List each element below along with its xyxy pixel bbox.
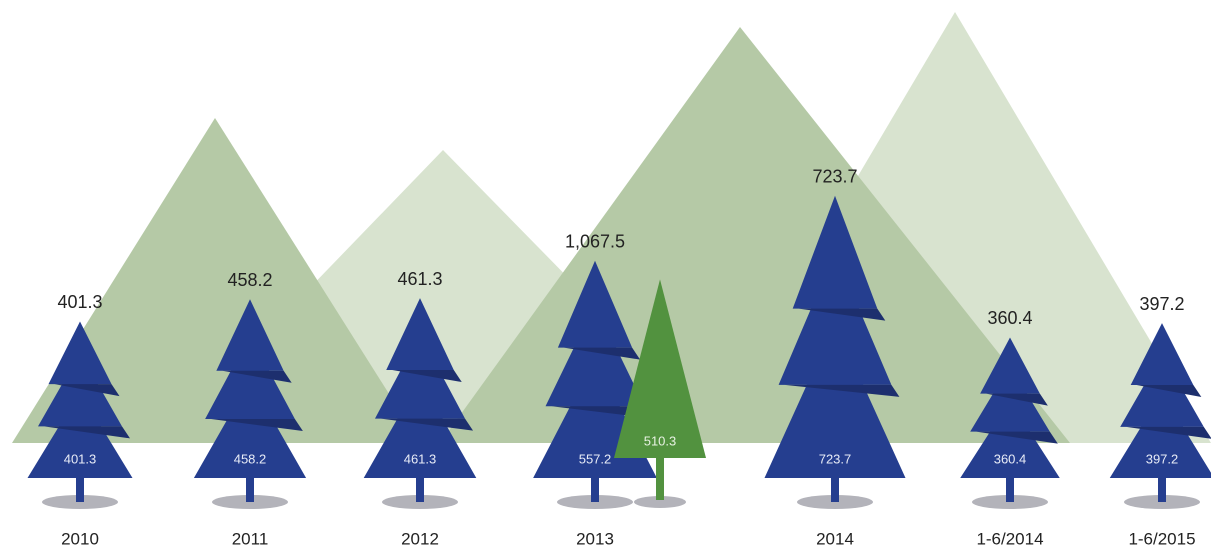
tree-trunk — [831, 476, 839, 502]
tree-shade — [392, 370, 462, 383]
tree-shade — [44, 426, 130, 439]
tree-trunk — [656, 456, 664, 500]
tree — [27, 321, 133, 478]
total-label: 1,067.5 — [565, 231, 625, 251]
tree-trunk — [1158, 476, 1166, 502]
x-tick-label: 1-6/2014 — [976, 529, 1043, 548]
tree-shade — [563, 347, 641, 360]
tree-shade — [798, 308, 886, 321]
tree — [193, 299, 307, 478]
value-label: 360.4 — [994, 451, 1027, 466]
tree-shade — [54, 384, 120, 397]
value-label: 723.7 — [819, 451, 852, 466]
tree-trunk — [591, 476, 599, 502]
x-tick-label: 2011 — [232, 529, 269, 548]
total-label: 461.3 — [397, 269, 442, 289]
tree-shadow — [634, 496, 686, 508]
tree — [960, 337, 1060, 478]
tree — [363, 298, 477, 478]
tree — [614, 279, 706, 458]
value-label: 401.3 — [64, 451, 97, 466]
total-label: 401.3 — [57, 292, 102, 312]
value-label: 458.2 — [234, 451, 267, 466]
x-tick-label: 2010 — [61, 529, 99, 548]
tree-shade — [986, 393, 1048, 406]
value-label: 557.2 — [579, 451, 612, 466]
total-label: 723.7 — [812, 167, 857, 187]
tree-trunk — [416, 476, 424, 502]
tree-shade — [784, 384, 900, 397]
mountain — [12, 118, 420, 443]
tree-shade — [380, 418, 474, 431]
total-label: 360.4 — [987, 308, 1032, 328]
tree-shade — [1136, 385, 1202, 398]
value-label: 510.3 — [644, 433, 677, 448]
value-label: 397.2 — [1146, 451, 1179, 466]
x-tick-label: 1-6/2015 — [1128, 529, 1195, 548]
tree — [1109, 323, 1211, 478]
x-tick-label: 2012 — [401, 529, 439, 548]
tree-shade — [1126, 426, 1211, 439]
total-label: 458.2 — [227, 270, 272, 290]
total-label: 397.2 — [1139, 294, 1184, 314]
tree-trunk — [1006, 476, 1014, 502]
value-label: 461.3 — [404, 451, 437, 466]
tree-trunk — [246, 476, 254, 502]
tree-shade — [222, 370, 292, 383]
tree-shade — [211, 419, 303, 432]
tree — [764, 195, 906, 478]
tree-trunk — [76, 476, 84, 502]
tree-shade — [976, 431, 1058, 444]
x-tick-label: 2014 — [816, 529, 854, 548]
x-tick-label: 2013 — [576, 529, 614, 548]
